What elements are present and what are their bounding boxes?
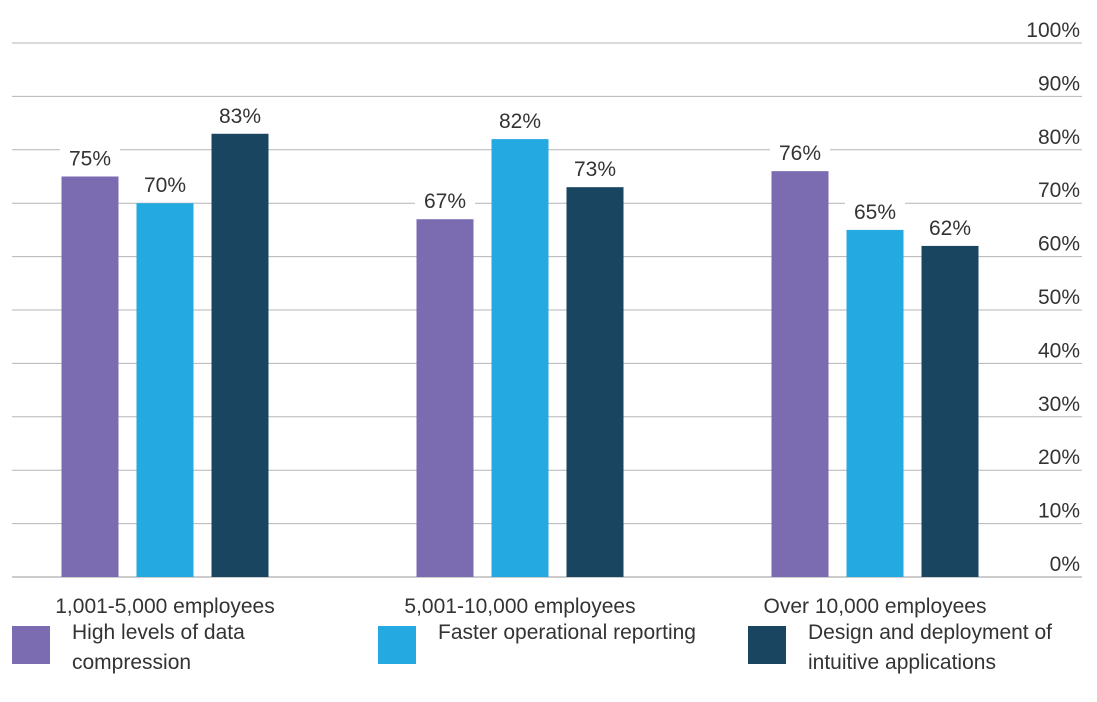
bar	[566, 187, 624, 577]
bar-label-background	[210, 99, 270, 128]
bar	[771, 171, 829, 577]
legend: High levels of data compression Faster o…	[0, 618, 1097, 702]
legend-label-operational-reporting: Faster operational reporting	[438, 621, 696, 644]
legend-swatch-intuitive-applications	[748, 626, 786, 664]
bar	[211, 133, 269, 577]
legend-swatch-operational-reporting	[378, 626, 416, 664]
bar-label-background	[60, 142, 120, 171]
y-tick-label: 60%	[1038, 233, 1080, 256]
legend-label-data-compression: High levels of data compression	[72, 621, 245, 674]
y-tick-label: 80%	[1038, 126, 1080, 149]
y-tick-label: 30%	[1038, 393, 1080, 416]
legend-item-data-compression: High levels of data compression	[12, 618, 322, 678]
bar-label-background	[845, 195, 905, 224]
y-tick-label: 50%	[1038, 286, 1080, 309]
y-tick-label: 100%	[1026, 19, 1080, 42]
bar	[846, 229, 904, 577]
bar-label-background	[415, 185, 475, 214]
y-tick-label: 10%	[1038, 500, 1080, 523]
bar-value-label: 70%	[144, 174, 186, 197]
legend-item-intuitive-applications: Design and deployment of intuitive appli…	[748, 618, 1097, 678]
bar	[136, 203, 194, 577]
bar-value-label: 75%	[69, 148, 111, 171]
bar-value-label: 73%	[574, 158, 616, 181]
x-category-label: 1,001-5,000 employees	[55, 595, 275, 618]
y-tick-label: 90%	[1038, 72, 1080, 95]
x-category-label: Over 10,000 employees	[764, 595, 987, 618]
bar	[921, 245, 979, 578]
bar-label-background	[490, 105, 550, 134]
y-tick-label: 0%	[1050, 553, 1080, 576]
legend-item-operational-reporting: Faster operational reporting	[378, 618, 698, 664]
bar-value-label: 65%	[854, 201, 896, 224]
bar-value-label: 83%	[219, 105, 261, 128]
bar-value-label: 82%	[499, 110, 541, 133]
legend-swatch-data-compression	[12, 626, 50, 664]
bar	[416, 219, 474, 577]
y-tick-label: 70%	[1038, 179, 1080, 202]
bar-label-background	[135, 169, 195, 198]
bar	[491, 139, 549, 577]
y-tick-label: 20%	[1038, 446, 1080, 469]
bar-label-background	[770, 137, 830, 166]
x-category-label: 5,001-10,000 employees	[404, 595, 635, 618]
bar-label-background	[565, 153, 625, 182]
y-tick-label: 40%	[1038, 339, 1080, 362]
bar-value-label: 76%	[779, 142, 821, 165]
legend-label-intuitive-applications: Design and deployment of intuitive appli…	[808, 621, 1052, 674]
bar-value-label: 67%	[424, 190, 466, 213]
bar	[61, 176, 119, 577]
bar-label-background	[920, 211, 980, 240]
bar-value-label: 62%	[929, 217, 971, 240]
